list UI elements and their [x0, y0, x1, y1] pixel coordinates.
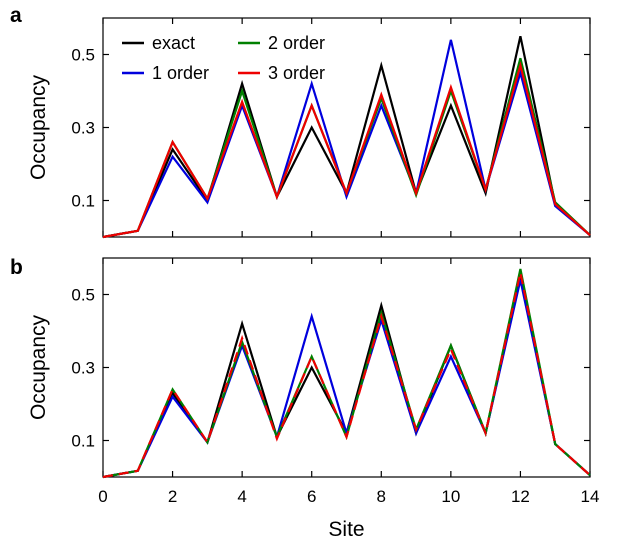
x-axis-title: Site — [328, 518, 364, 541]
x-tick-label: 8 — [377, 487, 386, 506]
x-tick-label: 4 — [237, 487, 246, 506]
x-tick-label: 14 — [581, 487, 600, 506]
legend-label: exact — [152, 33, 195, 53]
series-line-3-order — [102, 61, 591, 239]
legend-label: 2 order — [268, 33, 325, 53]
x-tick-label: 12 — [511, 487, 530, 506]
series-line-3-order — [102, 272, 591, 479]
series-line-exact — [102, 276, 591, 479]
x-tick-label: 6 — [307, 487, 316, 506]
panel-letter: a — [10, 4, 22, 27]
y-tick-label: 0.1 — [71, 192, 95, 211]
y-tick-label: 0.3 — [71, 119, 95, 138]
y-axis-title: Occupancy — [27, 314, 50, 420]
panel-b-chart: b 0.1 0.3 0.5 0 2 4 6 8 10 12 14 Occupancy Site — [10, 256, 599, 541]
x-tick-label: 10 — [441, 487, 460, 506]
y-tick-label: 0.5 — [71, 286, 95, 305]
panel-letter: b — [10, 256, 23, 279]
legend-label: 3 order — [268, 63, 325, 83]
series-line-2-order — [102, 268, 591, 479]
y-tick-label: 0.1 — [71, 432, 95, 451]
y-tick-label: 0.3 — [71, 359, 95, 378]
series-line-1-order — [102, 39, 591, 239]
y-axis-title: Occupancy — [27, 74, 50, 180]
y-tick-label: 0.5 — [71, 46, 95, 65]
panel-a-chart: a 0.1 0.3 0.5 Occupancy exact 1 order 2 order 3 … — [10, 4, 591, 239]
series-line-1-order — [102, 279, 591, 479]
legend-label: 1 order — [152, 63, 209, 83]
x-tick-label: 0 — [98, 487, 107, 506]
x-tick-label: 2 — [168, 487, 177, 506]
